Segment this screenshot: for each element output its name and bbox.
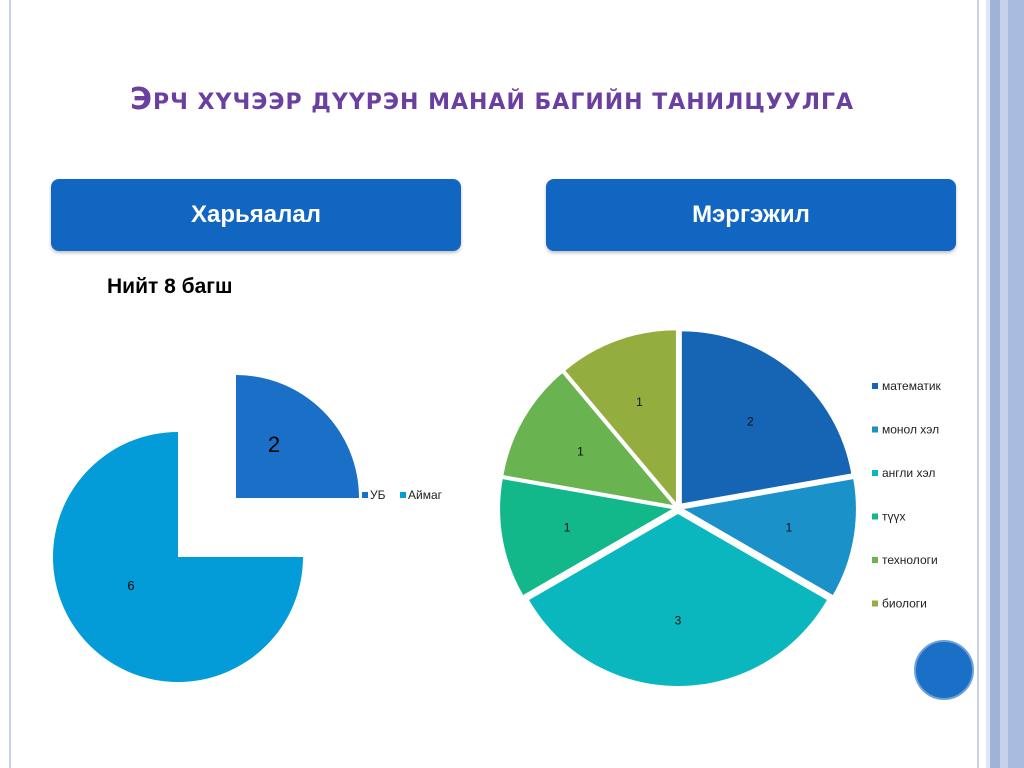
pie2-legend-label-5: технологи bbox=[882, 553, 938, 567]
slide-title-initial: Э bbox=[129, 82, 153, 117]
pie2-slice-3 bbox=[529, 514, 827, 686]
pie2-legend-swatch-1 bbox=[872, 383, 878, 389]
pie2-data-label-1: 2 bbox=[747, 415, 754, 429]
pie2-data-label-6: 1 bbox=[636, 395, 643, 409]
header-profession-label: Мэргэжил bbox=[692, 201, 810, 228]
pie2-data-label-4: 1 bbox=[564, 521, 571, 535]
right-decorative-band bbox=[986, 0, 1024, 768]
pie1-legend-swatch-2 bbox=[400, 492, 406, 498]
pie2-slice-4 bbox=[500, 479, 673, 596]
pie2-legend-label-2: монол хэл bbox=[882, 423, 939, 437]
pie2-legend-swatch-6 bbox=[872, 600, 878, 607]
pie2-legend-swatch-3 bbox=[872, 470, 878, 476]
pie1-data-label-2: 6 bbox=[127, 578, 134, 593]
pie1-data-label-1: 2 bbox=[268, 432, 280, 457]
pie1-legend-swatch-1 bbox=[362, 492, 368, 498]
header-affiliation-label: Харьяалал bbox=[191, 201, 321, 228]
pie2-slice-1 bbox=[681, 331, 852, 504]
pie2-legend-label-6: биологи bbox=[882, 597, 927, 611]
slide-title: ЭРЧ ХҮЧЭЭР ДҮҮРЭН МАНАЙ БАГИЙН ТАНИЛЦУУЛ… bbox=[0, 82, 984, 117]
total-teachers: Нийт 8 багш bbox=[107, 275, 233, 298]
pie2-data-label-5: 1 bbox=[577, 445, 584, 459]
pie2-slice-6 bbox=[565, 330, 676, 503]
pie2-legend-label-4: түүх bbox=[882, 510, 906, 524]
decorative-circle-button bbox=[914, 640, 974, 700]
frame-line-right-inner bbox=[977, 0, 979, 768]
pie1-slice-2 bbox=[53, 432, 303, 682]
pie1-legend-label-2: Аймаг bbox=[408, 488, 443, 502]
slide-title-rest: РЧ ХҮЧЭЭР ДҮҮРЭН МАНАЙ БАГИЙН ТАНИЛЦУУЛГ… bbox=[153, 90, 855, 115]
pie1-slice-1 bbox=[236, 375, 359, 498]
pie1-legend-label-1: УБ bbox=[370, 488, 386, 502]
pie2-legend-label-3: англи хэл bbox=[882, 466, 935, 480]
pie2-slice-5 bbox=[503, 373, 673, 505]
pie2-legend-swatch-5 bbox=[872, 557, 878, 563]
pie2-legend-swatch-2 bbox=[872, 426, 878, 433]
frame-line-left bbox=[9, 0, 11, 768]
pie2-legend-label-1: математик bbox=[882, 379, 942, 393]
pie2-legend-swatch-4 bbox=[872, 513, 878, 520]
pie2-data-label-3: 3 bbox=[675, 614, 682, 628]
header-profession: Мэргэжил bbox=[546, 179, 956, 251]
header-affiliation: Харьяалал bbox=[51, 179, 461, 251]
pie2-slice-2 bbox=[683, 479, 856, 596]
pie2-data-label-2: 1 bbox=[786, 521, 793, 535]
